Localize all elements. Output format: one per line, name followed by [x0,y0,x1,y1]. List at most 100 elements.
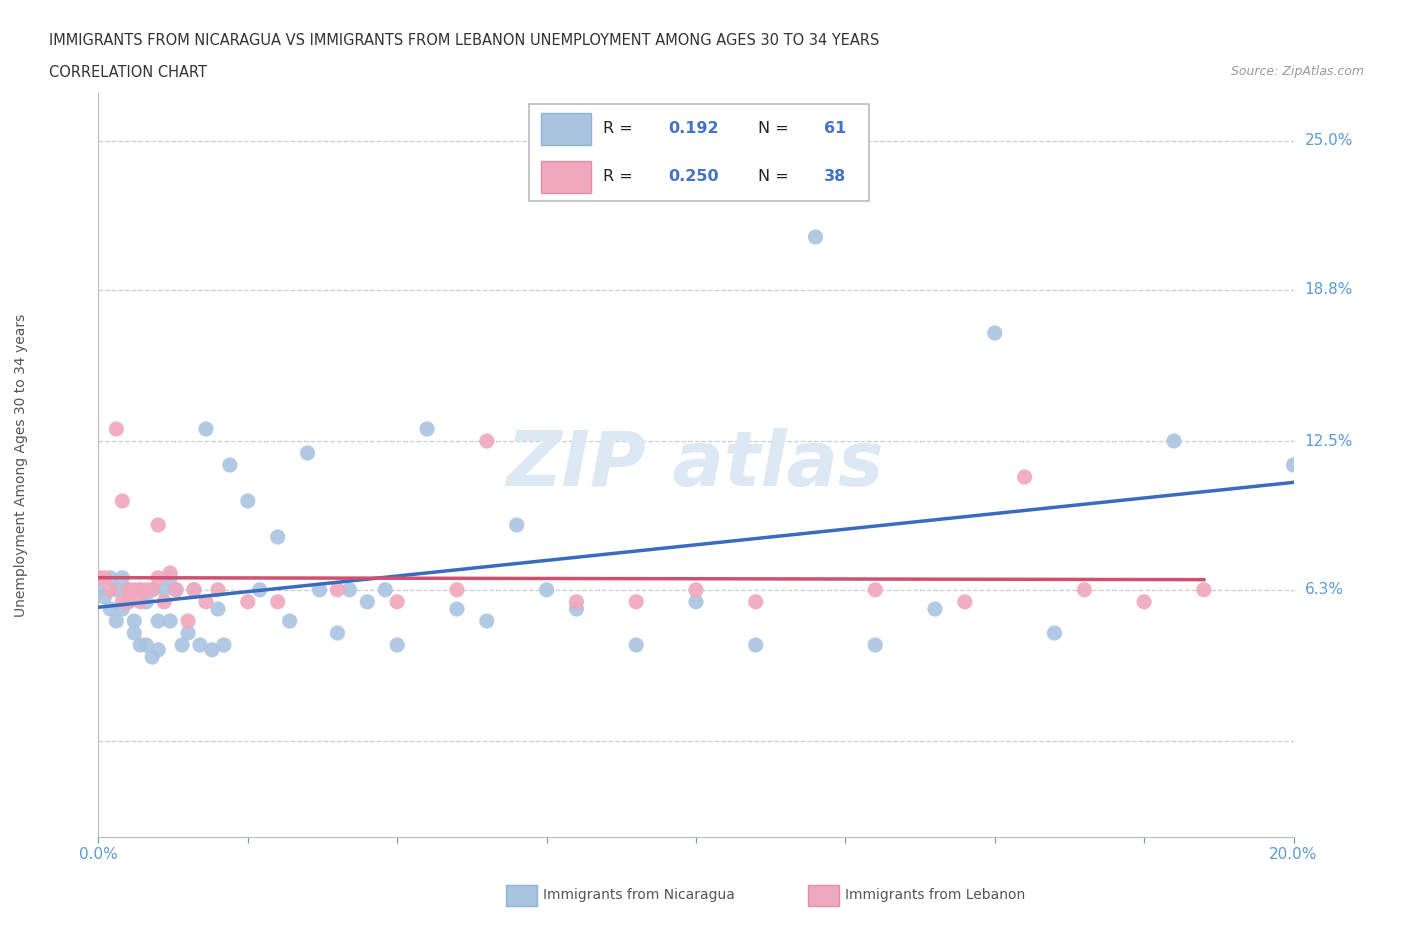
Point [212,638,235,653]
Point [183,582,205,597]
Point [117,582,139,597]
Text: 25.0%: 25.0% [1305,134,1353,149]
Text: 38: 38 [824,169,846,184]
Point [165,582,187,597]
Point [339,582,360,597]
Point [98,582,122,597]
Point [105,582,128,597]
Point [385,594,409,609]
Point [745,594,768,609]
Point [745,638,768,653]
Point [475,614,498,629]
Point [983,326,1005,340]
Point [236,594,259,609]
Point [194,421,218,436]
Text: Immigrants from Lebanon: Immigrants from Lebanon [845,887,1025,902]
Point [236,494,259,509]
Point [105,614,128,629]
Text: CORRELATION CHART: CORRELATION CHART [49,65,207,80]
Point [159,565,181,580]
Point [129,582,152,597]
Point [159,570,181,585]
Text: 61: 61 [824,121,846,136]
Point [124,582,146,597]
Text: 18.8%: 18.8% [1305,283,1353,298]
Text: N =: N = [758,121,794,136]
Point [98,570,122,585]
Point [117,594,139,609]
Point [1163,433,1185,448]
Point [385,638,409,653]
Point [1192,582,1215,597]
Point [1014,470,1036,485]
Point [685,582,707,597]
Point [93,590,115,604]
Text: Source: ZipAtlas.com: Source: ZipAtlas.com [1230,65,1364,78]
Point [1043,626,1066,641]
Point [297,445,319,460]
Point [506,518,529,533]
Point [865,638,887,653]
Point [159,614,181,629]
Point [267,529,290,544]
Point [129,638,152,653]
Point [308,582,330,597]
Point [135,638,157,653]
Point [87,570,110,585]
Point [865,582,887,597]
Point [111,570,134,585]
Point [249,582,271,597]
Text: R =: R = [603,121,638,136]
Point [135,582,157,597]
Point [624,594,647,609]
Point [326,582,349,597]
Point [201,643,224,658]
Point [953,594,976,609]
Text: 12.5%: 12.5% [1305,433,1353,448]
Point [416,421,439,436]
Point [87,582,110,597]
Point [1133,594,1156,609]
FancyBboxPatch shape [529,104,869,201]
Text: IMMIGRANTS FROM NICARAGUA VS IMMIGRANTS FROM LEBANON UNEMPLOYMENT AMONG AGES 30 : IMMIGRANTS FROM NICARAGUA VS IMMIGRANTS … [49,33,880,47]
Point [924,602,946,617]
Point [93,570,115,585]
Point [326,626,349,641]
Point [111,602,134,617]
Point [129,594,152,609]
Point [207,602,229,617]
Text: 6.3%: 6.3% [1305,582,1344,597]
Text: Unemployment Among Ages 30 to 34 years: Unemployment Among Ages 30 to 34 years [14,313,28,617]
Point [87,570,110,585]
Point [188,638,211,653]
Point [111,494,134,509]
Point [183,582,205,597]
Text: 0.192: 0.192 [668,121,718,136]
Point [177,626,200,641]
Text: N =: N = [758,169,794,184]
FancyBboxPatch shape [540,113,591,145]
Point [804,230,827,245]
Point [105,421,128,436]
Point [117,582,139,597]
Point [148,570,170,585]
Point [278,614,301,629]
Point [141,649,163,664]
Point [219,458,242,472]
Point [475,433,498,448]
Point [153,594,176,609]
Point [685,594,707,609]
Point [374,582,396,597]
Point [148,643,170,658]
Point [124,626,146,641]
Point [356,594,378,609]
Point [1282,458,1305,472]
Point [124,614,146,629]
Text: ZIP atlas: ZIP atlas [508,428,884,502]
Point [135,594,157,609]
Point [172,638,194,653]
Point [565,594,588,609]
Point [129,582,152,597]
Point [165,582,187,597]
Text: Immigrants from Nicaragua: Immigrants from Nicaragua [543,887,734,902]
